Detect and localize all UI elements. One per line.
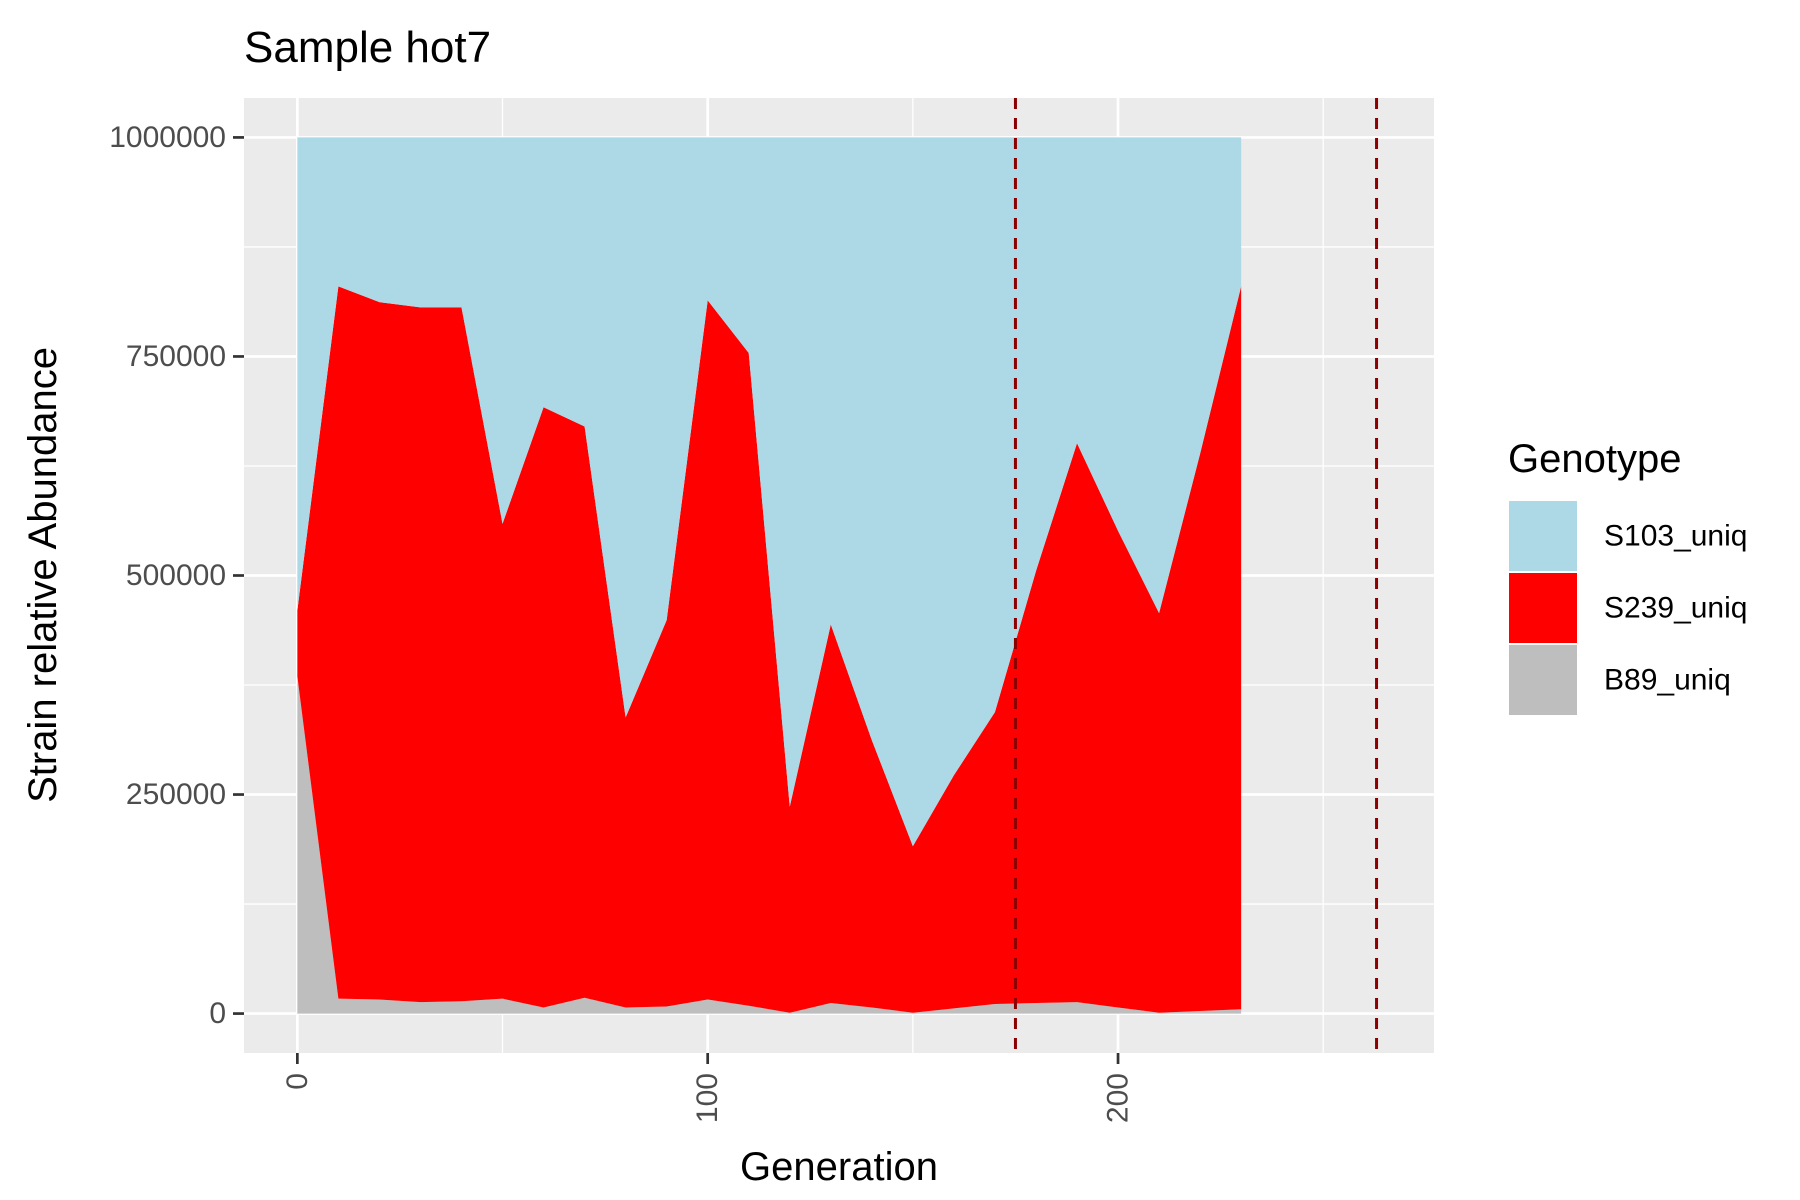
axes: 0 100 200 0 250000 500000 750000 1000000 [109,121,1134,1123]
chart-title: Sample hot7 [244,23,491,72]
stacked-areas [297,137,1242,1014]
y-tick-label: 500000 [126,559,226,592]
area-s103-uniq [297,137,1242,847]
legend-key [1507,643,1579,717]
area-s239-uniq [297,286,1242,1013]
y-axis-title: Strain relative Abundance [21,347,65,803]
legend-label: S239_uniq [1604,592,1747,625]
x-tick-label: 100 [691,1073,724,1123]
y-tick-label: 0 [209,997,226,1030]
legend-label: B89_uniq [1604,664,1731,697]
x-tick-label: 200 [1102,1073,1135,1123]
legend-label: S103_uniq [1604,520,1747,553]
legend: Genotype S103_uniq S239_uniq B89_uniq [1507,437,1747,717]
y-tick-label: 750000 [126,340,226,373]
x-tick-label: 0 [281,1073,314,1090]
y-tick-label: 1000000 [109,121,226,154]
x-axis-title: Generation [740,1145,938,1189]
legend-key [1507,571,1579,645]
y-tick-label: 250000 [126,778,226,811]
legend-items: S103_uniq S239_uniq B89_uniq [1507,499,1747,717]
legend-title: Genotype [1508,437,1681,481]
legend-key [1507,499,1579,573]
